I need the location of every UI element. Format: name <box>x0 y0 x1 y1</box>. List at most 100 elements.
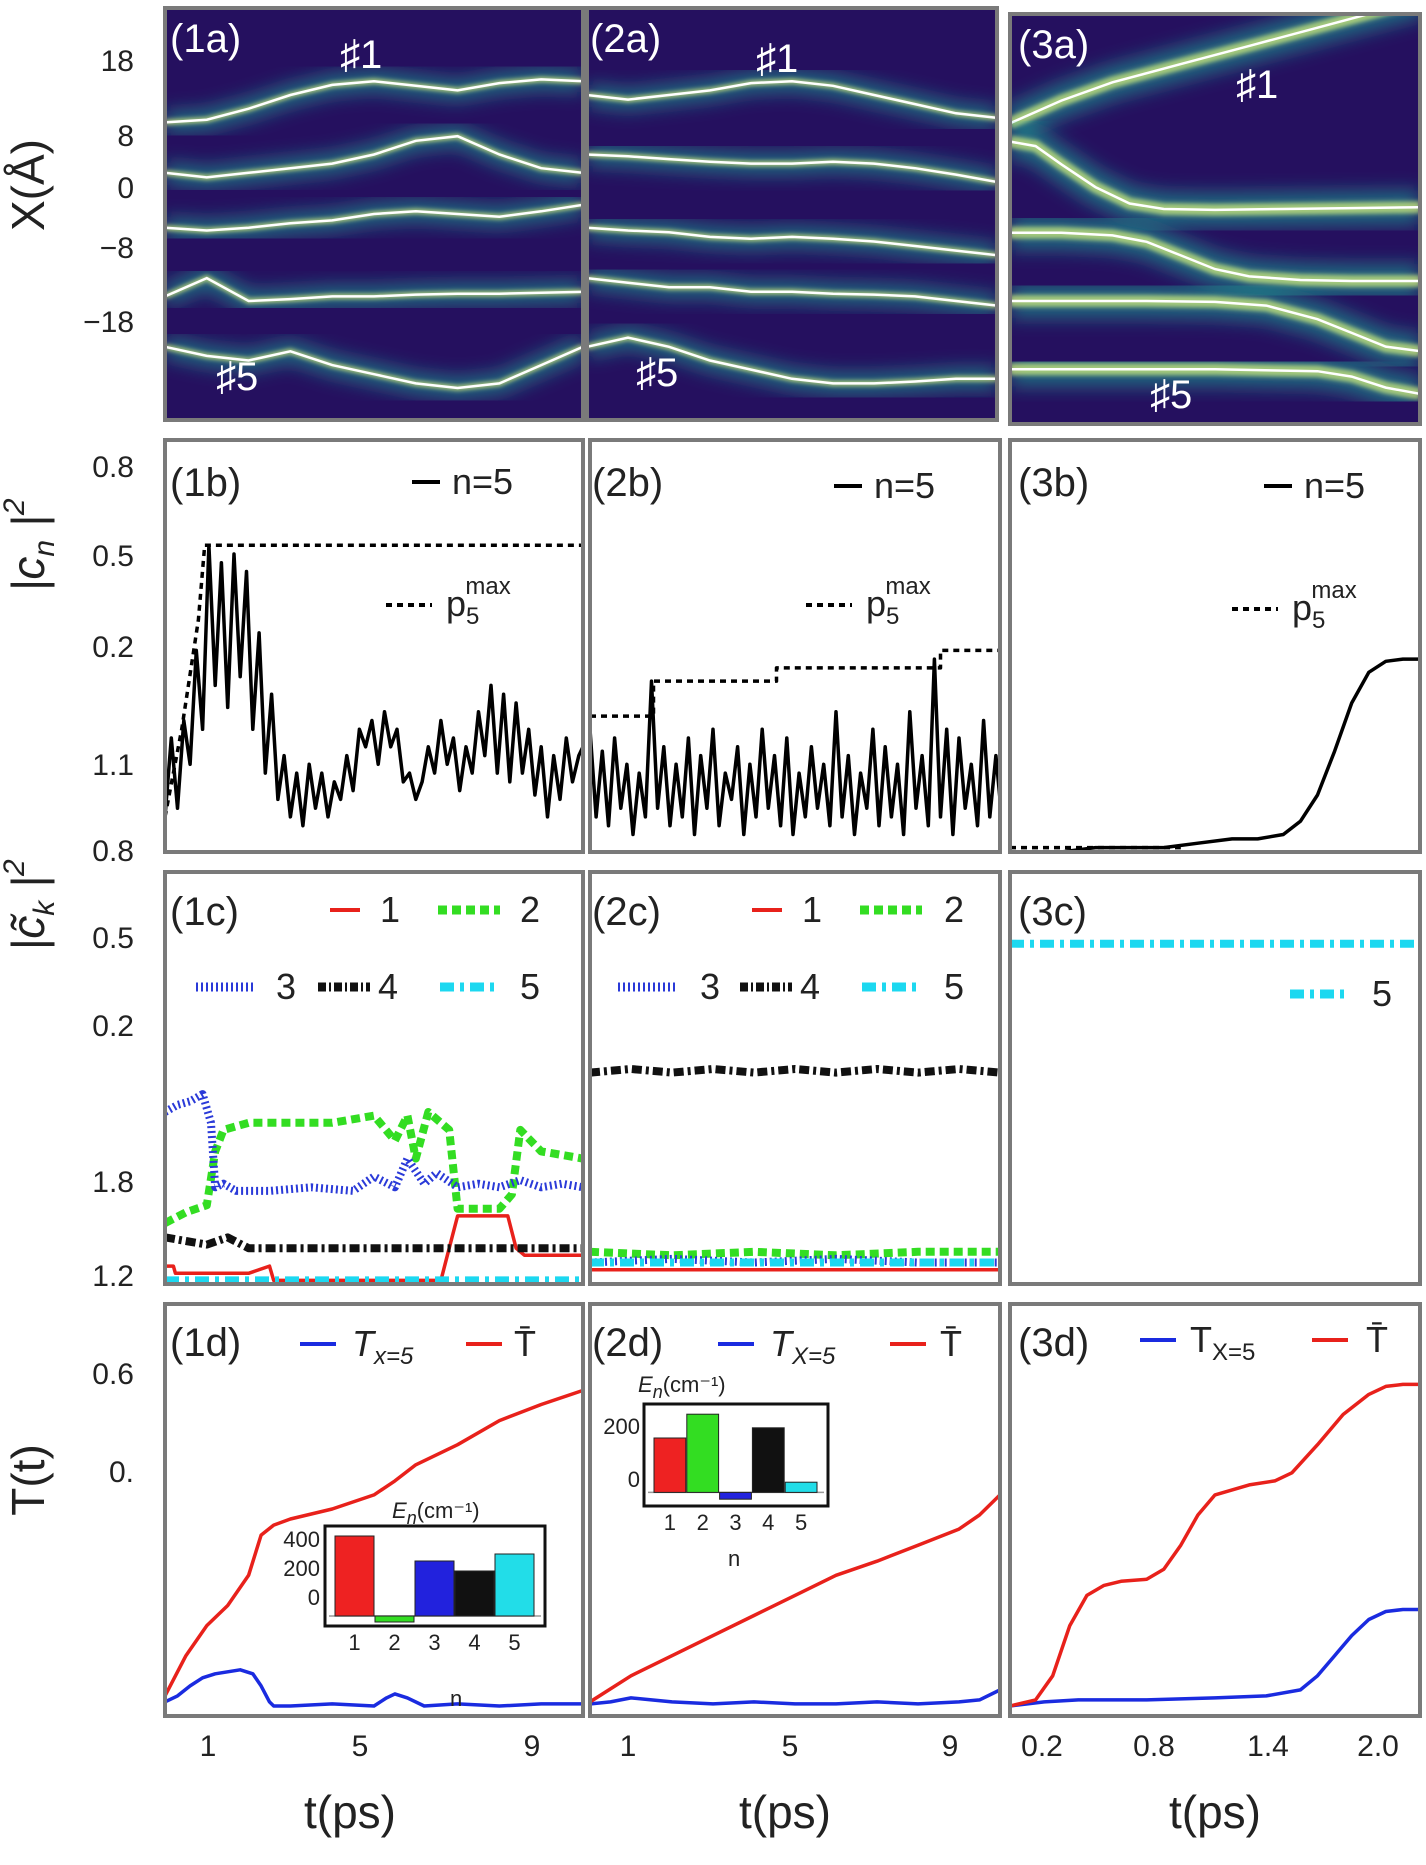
panel-1b: (1b) n=5 p5max <box>163 438 585 854</box>
ytick: 0 <box>117 172 134 205</box>
trajectory-♯5 <box>589 336 995 385</box>
panel-3b: (3b) n=5 p5max <box>1008 438 1422 854</box>
series-p5max <box>167 543 581 816</box>
inset-bars <box>648 1413 824 1500</box>
inset-title: En(cm⁻¹) <box>392 1498 480 1528</box>
panel-label: (3c) <box>1018 890 1087 934</box>
row-c-yticks: 1.1 0.8 0.5 0.2 <box>92 749 134 1043</box>
trajectory-♯1 <box>1012 16 1366 124</box>
series-p5max <box>592 648 998 718</box>
inset-xtick: 5 <box>508 1630 520 1655</box>
row-a-ylabel: X(Å) <box>2 139 54 231</box>
col3-xlabel: t(ps) <box>1169 1786 1261 1838</box>
inset-xtick: 1 <box>348 1630 360 1655</box>
traj-marker-top: ♯1 <box>340 33 382 77</box>
legend-t-label: TX=5 <box>770 1323 836 1370</box>
panel-label: (2d) <box>592 1321 663 1365</box>
panel-2c: (2c) 1 2 3 4 5 <box>588 870 1002 1286</box>
xtick: 0.2 <box>1021 1730 1063 1763</box>
inset-xtick: 1 <box>664 1510 676 1535</box>
legend-tbar-label: T̄ <box>940 1323 962 1364</box>
inset-bar-5 <box>494 1553 535 1617</box>
xtick: 2.0 <box>1357 1730 1399 1763</box>
ytick: 1.1 <box>92 749 134 782</box>
inset-xtick: 3 <box>729 1510 741 1535</box>
ytick: 0.2 <box>92 1010 134 1043</box>
trajectory-2 <box>167 134 581 179</box>
panel-1d: (1d) Tx=5 T̄ n <box>163 1302 585 1718</box>
inset-bar-3 <box>719 1491 752 1500</box>
panel-label: (1d) <box>170 1321 241 1365</box>
traj-marker-top: ♯1 <box>1236 63 1278 107</box>
panel-label: (2a) <box>590 17 661 61</box>
trajectory-♯1 <box>167 78 581 124</box>
plot-area <box>167 543 581 828</box>
col1-xticks: 1 5 9 <box>200 1730 541 1763</box>
trajectories <box>589 70 995 395</box>
panel-label: (2b) <box>592 461 663 505</box>
series-4 <box>167 1233 581 1253</box>
panel-label: (3a) <box>1018 23 1089 67</box>
plot-frame <box>1008 438 1422 854</box>
legend-solid-label: n=5 <box>452 461 513 502</box>
legend-label-3: 3 <box>700 966 720 1007</box>
inset-xtick: 2 <box>697 1510 709 1535</box>
plot-area <box>1012 1382 1418 1708</box>
legend-label-5: 5 <box>944 966 964 1007</box>
legend-dash-label: p5max <box>446 573 511 630</box>
inset-xtick: 3 <box>428 1630 440 1655</box>
legend-tbar-label: T̄ <box>1366 1319 1388 1360</box>
series-T_X=5 <box>592 1688 998 1706</box>
inset-ytick: 0 <box>308 1585 320 1610</box>
series-2 <box>592 1247 998 1260</box>
plot-frame <box>163 870 585 1286</box>
inset-ytick: 0 <box>628 1467 640 1492</box>
trajectory-♯5 <box>167 345 581 390</box>
ytick: 0. <box>109 1456 134 1489</box>
xtick: 1 <box>200 1730 217 1763</box>
inset-bar-2 <box>686 1413 720 1493</box>
legend-label-1: 1 <box>802 889 822 930</box>
inset-bar-5 <box>784 1481 818 1493</box>
plot-frame <box>163 438 585 854</box>
row-c-ylabel: |c̃k |2 <box>0 859 61 951</box>
trajectory-2 <box>1012 140 1418 212</box>
col2-xlabel: t(ps) <box>739 1786 831 1838</box>
row-b-ylabel: |cn |2 <box>0 498 61 591</box>
panel-3c: (3c) 5 <box>1008 870 1422 1286</box>
row-b-yticks: 0.8 0.5 0.2 <box>92 451 134 664</box>
series-1 <box>167 1214 581 1282</box>
row-d-ylabel: T(t) <box>2 1444 54 1516</box>
panel-label: (1c) <box>170 890 239 934</box>
panel-label: (1b) <box>170 461 241 505</box>
panel-2d: (2d) TX=5 T̄ n <box>588 1302 1002 1718</box>
plot-frame <box>588 870 1002 1286</box>
ytick: −18 <box>83 306 134 339</box>
ytick: 0.8 <box>92 451 134 484</box>
legend-label-4: 4 <box>800 966 820 1007</box>
plot-frame <box>588 438 1002 854</box>
ytick: 18 <box>101 45 134 78</box>
series-T̄ <box>167 1389 581 1696</box>
ytick: −8 <box>100 232 134 265</box>
panel-3a: (3a) ♯1 ♯5 <box>1008 12 1422 426</box>
xtick: 5 <box>352 1730 369 1763</box>
panel-1a: (1a) ♯1 ♯5 <box>163 6 585 422</box>
traj-marker-top: ♯1 <box>756 37 798 81</box>
xtick: 9 <box>942 1730 959 1763</box>
ytick: 8 <box>117 120 134 153</box>
legend-t-label: TX=5 <box>1190 1319 1255 1366</box>
inset-bar-3 <box>414 1560 455 1617</box>
legend-label-5: 5 <box>520 966 540 1007</box>
xtick: 1.4 <box>1247 1730 1289 1763</box>
legend-t-label: Tx=5 <box>352 1323 414 1370</box>
inset-xtick: 4 <box>468 1630 480 1655</box>
traj-marker-bottom: ♯5 <box>1150 373 1192 417</box>
inset-yticks: 200 0 <box>603 1414 640 1492</box>
trajectory-4 <box>167 276 581 303</box>
row-d-yticks: 1.8 1.2 0.6 0. <box>92 1166 134 1489</box>
col3-xticks: 0.2 0.8 1.4 2.0 <box>1021 1730 1399 1763</box>
